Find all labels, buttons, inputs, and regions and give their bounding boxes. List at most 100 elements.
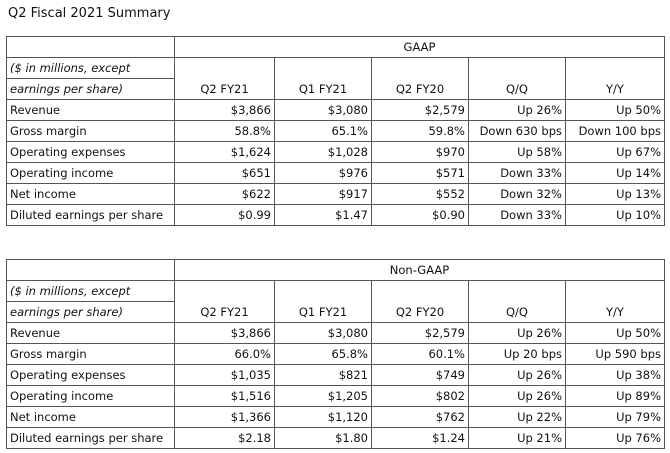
- cell: $749: [371, 364, 469, 386]
- table-row: Gross margin 58.8% 65.1% 59.8% Down 630 …: [6, 120, 665, 142]
- table-row: Revenue $3,866 $3,080 $2,579 Up 26% Up 5…: [6, 322, 665, 344]
- cell: Down 33%: [468, 204, 566, 226]
- col-header-q2fy20: Q2 FY20: [371, 280, 469, 323]
- cell: Down 32%: [468, 183, 566, 205]
- cell: $651: [174, 162, 275, 184]
- table-row: Gross margin 66.0% 65.8% 60.1% Up 20 bps…: [6, 343, 665, 365]
- page-title: Q2 Fiscal 2021 Summary: [8, 6, 171, 21]
- cell: $1,516: [174, 385, 275, 407]
- cell: 65.1%: [274, 120, 372, 142]
- cell: Up 10%: [565, 204, 665, 226]
- row-label: Revenue: [6, 99, 175, 121]
- cell: Up 26%: [468, 385, 566, 407]
- cell: $571: [371, 162, 469, 184]
- cell: Up 76%: [565, 427, 665, 449]
- row-label: Gross margin: [6, 343, 175, 365]
- cell: Down 100 bps: [565, 120, 665, 142]
- cell: Up 89%: [565, 385, 665, 407]
- cell: $2,579: [371, 322, 469, 344]
- col-header-q1fy21: Q1 FY21: [274, 57, 372, 100]
- row-label: Operating expenses: [6, 141, 175, 163]
- cell: Up 20 bps: [468, 343, 566, 365]
- cell: 65.8%: [274, 343, 372, 365]
- cell: Down 33%: [468, 162, 566, 184]
- nongaap-corner-cell: [6, 259, 175, 281]
- table-row: Revenue $3,866 $3,080 $2,579 Up 26% Up 5…: [6, 99, 665, 121]
- cell: $1,120: [274, 406, 372, 428]
- col-header-qq: Q/Q: [468, 57, 566, 100]
- col-header-yy: Y/Y: [565, 57, 665, 100]
- cell: Up 50%: [565, 99, 665, 121]
- cell: Up 26%: [468, 322, 566, 344]
- cell: 59.8%: [371, 120, 469, 142]
- cell: $3,866: [174, 322, 275, 344]
- cell: $2,579: [371, 99, 469, 121]
- cell: $3,080: [274, 322, 372, 344]
- cell: Down 630 bps: [468, 120, 566, 142]
- table-row: Net income $622 $917 $552 Down 32% Up 13…: [6, 183, 665, 205]
- cell: $970: [371, 141, 469, 163]
- row-label: Operating expenses: [6, 364, 175, 386]
- cell: Up 50%: [565, 322, 665, 344]
- cell: Up 22%: [468, 406, 566, 428]
- cell: Up 38%: [565, 364, 665, 386]
- cell: Up 79%: [565, 406, 665, 428]
- gaap-table: GAAP ($ in millions, except Q2 FY21 Q1 F…: [6, 36, 665, 226]
- cell: $1.80: [274, 427, 372, 449]
- table-row: Net income $1,366 $1,120 $762 Up 22% Up …: [6, 406, 665, 428]
- cell: $1,205: [274, 385, 372, 407]
- cell: 58.8%: [174, 120, 275, 142]
- row-header-line2: earnings per share): [6, 78, 175, 100]
- table-row: Operating expenses $1,035 $821 $749 Up 2…: [6, 364, 665, 386]
- row-label: Net income: [6, 406, 175, 428]
- table-row: Operating expenses $1,624 $1,028 $970 Up…: [6, 141, 665, 163]
- cell: $1,028: [274, 141, 372, 163]
- cell: $762: [371, 406, 469, 428]
- cell: $1,035: [174, 364, 275, 386]
- cell: $1.47: [274, 204, 372, 226]
- cell: $802: [371, 385, 469, 407]
- cell: Up 26%: [468, 99, 566, 121]
- col-header-q2fy21: Q2 FY21: [174, 57, 275, 100]
- row-label: Gross margin: [6, 120, 175, 142]
- row-label: Diluted earnings per share: [6, 204, 175, 226]
- gaap-section-label: GAAP: [174, 36, 665, 58]
- cell: $622: [174, 183, 275, 205]
- cell: Up 13%: [565, 183, 665, 205]
- row-header-line1: ($ in millions, except: [6, 280, 175, 302]
- col-header-qq: Q/Q: [468, 280, 566, 323]
- cell: Up 26%: [468, 364, 566, 386]
- row-label: Operating income: [6, 385, 175, 407]
- nongaap-section-label: Non-GAAP: [174, 259, 665, 281]
- table-row: Diluted earnings per share $0.99 $1.47 $…: [6, 204, 665, 226]
- cell: Up 58%: [468, 141, 566, 163]
- table-row: Operating income $651 $976 $571 Down 33%…: [6, 162, 665, 184]
- cell: $821: [274, 364, 372, 386]
- cell: $1,366: [174, 406, 275, 428]
- row-header-line2: earnings per share): [6, 301, 175, 323]
- col-header-q2fy20: Q2 FY20: [371, 57, 469, 100]
- row-label: Operating income: [6, 162, 175, 184]
- table-row: Diluted earnings per share $2.18 $1.80 $…: [6, 427, 665, 449]
- cell: Up 21%: [468, 427, 566, 449]
- cell: $917: [274, 183, 372, 205]
- cell: $1.24: [371, 427, 469, 449]
- row-header-line1: ($ in millions, except: [6, 57, 175, 79]
- gaap-corner-cell: [6, 36, 175, 58]
- row-label: Revenue: [6, 322, 175, 344]
- cell: $0.99: [174, 204, 275, 226]
- cell: Up 14%: [565, 162, 665, 184]
- cell: $2.18: [174, 427, 275, 449]
- col-header-yy: Y/Y: [565, 280, 665, 323]
- cell: $976: [274, 162, 372, 184]
- cell: 66.0%: [174, 343, 275, 365]
- row-label: Net income: [6, 183, 175, 205]
- row-label: Diluted earnings per share: [6, 427, 175, 449]
- col-header-q2fy21: Q2 FY21: [174, 280, 275, 323]
- cell: $3,866: [174, 99, 275, 121]
- cell: $3,080: [274, 99, 372, 121]
- cell: $552: [371, 183, 469, 205]
- cell: Up 67%: [565, 141, 665, 163]
- cell: 60.1%: [371, 343, 469, 365]
- table-row: Operating income $1,516 $1,205 $802 Up 2…: [6, 385, 665, 407]
